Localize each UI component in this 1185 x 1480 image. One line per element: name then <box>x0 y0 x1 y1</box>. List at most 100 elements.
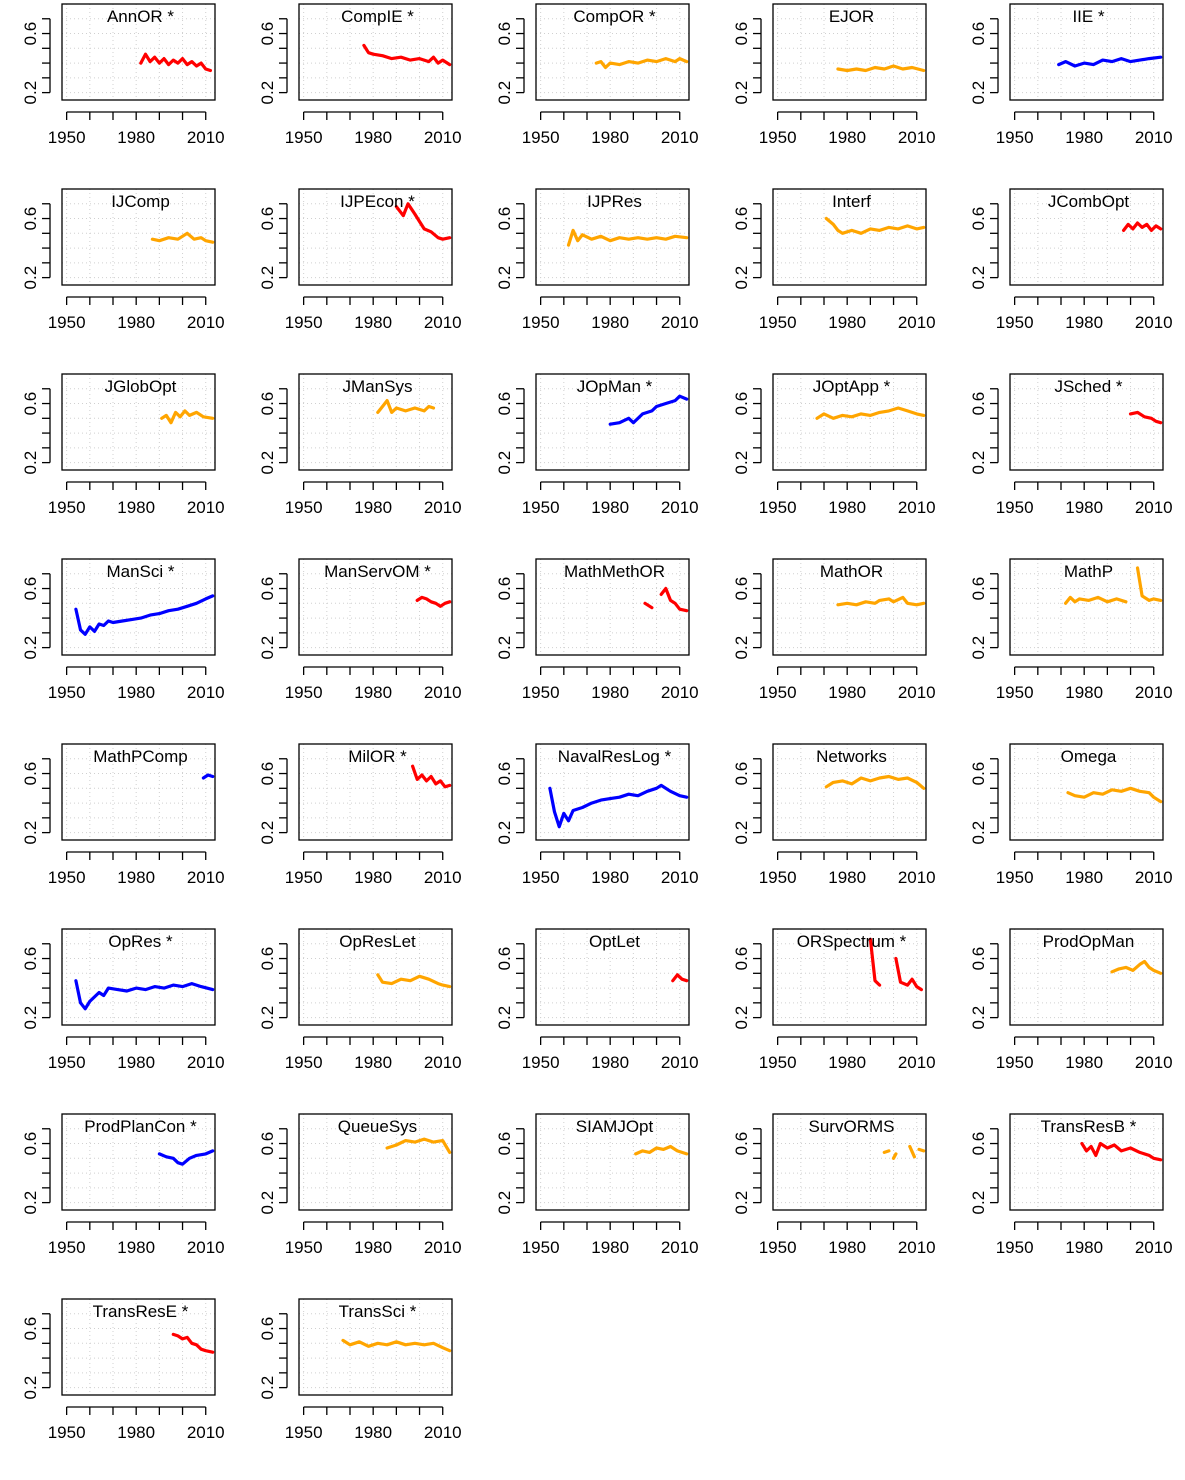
panel-plot: TransSci * 1950 1980 2010 0.2 0.6 <box>258 1298 462 1442</box>
y-tick-label: 0.6 <box>495 947 514 971</box>
panel-title: MathP <box>1064 562 1113 581</box>
series-line <box>1080 1141 1163 1162</box>
chart-panel: Interf 1950 1980 2010 0.2 0.6 <box>711 185 948 370</box>
panel-title: ProdOpMan <box>1043 932 1135 951</box>
x-tick-label: 2010 <box>661 313 699 332</box>
chart-panel: TransSci * 1950 1980 2010 0.2 0.6 <box>237 1295 474 1480</box>
series-line <box>1122 221 1163 233</box>
y-tick-label: 0.2 <box>495 266 514 290</box>
x-tick-label: 1980 <box>591 128 629 147</box>
panel-plot: OpResLet 1950 1980 2010 0.2 0.6 <box>258 928 462 1072</box>
series-line <box>201 773 215 780</box>
x-tick-label: 2010 <box>424 1423 462 1442</box>
plot-frame <box>61 928 216 1026</box>
y-tick-label: 0.2 <box>732 636 751 660</box>
plot-frame <box>61 558 216 656</box>
y-tick-label: 0.2 <box>258 451 277 475</box>
panel-plot: Networks 1950 1980 2010 0.2 0.6 <box>732 743 936 887</box>
x-tick-label: 1980 <box>1065 498 1103 517</box>
panel-title: SIAMJOpt <box>576 1117 654 1136</box>
x-tick-label: 1950 <box>48 683 86 702</box>
panel-title: ProdPlanCon * <box>84 1117 197 1136</box>
series-line <box>868 937 882 987</box>
chart-panel: Networks 1950 1980 2010 0.2 0.6 <box>711 740 948 925</box>
x-tick-label: 1950 <box>996 313 1034 332</box>
y-tick-label: 0.2 <box>969 1006 988 1030</box>
chart-panel: IJComp 1950 1980 2010 0.2 0.6 <box>0 185 237 370</box>
panel-plot: OpRes * 1950 1980 2010 0.2 0.6 <box>21 928 225 1072</box>
x-tick-label: 2010 <box>1135 498 1173 517</box>
panel-title: SurvORMS <box>809 1117 895 1136</box>
x-tick-label: 2010 <box>187 1053 225 1072</box>
plot-frame <box>61 1113 216 1211</box>
x-tick-label: 1950 <box>996 498 1034 517</box>
panel-title: TransResE * <box>93 1302 189 1321</box>
panel-plot: MilOR * 1950 1980 2010 0.2 0.6 <box>258 743 462 887</box>
x-tick-label: 1980 <box>354 1423 392 1442</box>
x-tick-label: 1980 <box>354 1053 392 1072</box>
y-tick-label: 0.6 <box>258 22 277 46</box>
y-tick-label: 0.6 <box>495 22 514 46</box>
x-tick-label: 1950 <box>285 1423 323 1442</box>
chart-panel: EJOR 1950 1980 2010 0.2 0.6 <box>711 0 948 185</box>
x-tick-label: 1950 <box>285 1053 323 1072</box>
series-line <box>150 231 215 244</box>
plot-frame <box>772 743 927 841</box>
x-tick-label: 1950 <box>759 313 797 332</box>
series-line <box>891 1152 898 1160</box>
x-tick-label: 1950 <box>285 498 323 517</box>
x-tick-label: 2010 <box>424 128 462 147</box>
x-tick-label: 2010 <box>661 1238 699 1257</box>
panel-plot: CompOR * 1950 1980 2010 0.2 0.6 <box>495 3 699 147</box>
y-tick-label: 0.2 <box>21 1191 40 1215</box>
y-tick-label: 0.2 <box>732 81 751 105</box>
plot-frame <box>298 3 453 101</box>
y-tick-label: 0.6 <box>258 1132 277 1156</box>
panel-plot: MathP 1950 1980 2010 0.2 0.6 <box>969 558 1173 702</box>
y-tick-label: 0.2 <box>732 266 751 290</box>
panel-plot: SurvORMS 1950 1980 2010 0.2 0.6 <box>732 1113 936 1257</box>
plot-frame <box>61 1298 216 1396</box>
x-tick-label: 1980 <box>354 683 392 702</box>
x-tick-label: 1950 <box>759 1053 797 1072</box>
x-tick-label: 1980 <box>828 498 866 517</box>
x-tick-label: 2010 <box>1135 313 1173 332</box>
y-tick-label: 0.6 <box>21 1132 40 1156</box>
chart-panel: JOptApp * 1950 1980 2010 0.2 0.6 <box>711 370 948 555</box>
plot-frame <box>535 928 690 1026</box>
y-tick-label: 0.6 <box>258 1317 277 1341</box>
y-tick-label: 0.2 <box>21 1006 40 1030</box>
chart-panel: MathP 1950 1980 2010 0.2 0.6 <box>948 555 1185 740</box>
x-tick-label: 1980 <box>1065 683 1103 702</box>
y-tick-label: 0.6 <box>21 392 40 416</box>
x-tick-label: 1980 <box>354 313 392 332</box>
chart-panel: JOpMan * 1950 1980 2010 0.2 0.6 <box>474 370 711 555</box>
x-tick-label: 2010 <box>424 1053 462 1072</box>
panel-title: Networks <box>816 747 887 766</box>
series-line <box>376 973 452 989</box>
x-tick-label: 1950 <box>996 128 1034 147</box>
y-tick-label: 0.2 <box>732 1006 751 1030</box>
panel-plot: NavalResLog * 1950 1980 2010 0.2 0.6 <box>495 743 699 887</box>
series-line <box>894 956 923 992</box>
x-tick-label: 1950 <box>522 498 560 517</box>
y-tick-label: 0.6 <box>258 392 277 416</box>
panel-title: IJPEcon * <box>340 192 415 211</box>
x-tick-label: 2010 <box>187 1423 225 1442</box>
panel-title: TransResB * <box>1041 1117 1137 1136</box>
panel-title: JGlobOpt <box>105 377 177 396</box>
x-tick-label: 2010 <box>1135 683 1173 702</box>
x-tick-label: 1980 <box>1065 868 1103 887</box>
chart-panel: ManSci * 1950 1980 2010 0.2 0.6 <box>0 555 237 740</box>
chart-panel: MathMethOR 1950 1980 2010 0.2 0.6 <box>474 555 711 740</box>
y-tick-label: 0.2 <box>495 1191 514 1215</box>
panel-title: EJOR <box>829 7 874 26</box>
x-tick-label: 1950 <box>996 1238 1034 1257</box>
series-line <box>594 56 689 70</box>
y-tick-label: 0.2 <box>21 821 40 845</box>
plot-frame <box>772 188 927 286</box>
x-tick-label: 1950 <box>996 1053 1034 1072</box>
panel-plot: AnnOR * 1950 1980 2010 0.2 0.6 <box>21 3 225 147</box>
x-tick-label: 1950 <box>522 1053 560 1072</box>
x-tick-label: 1950 <box>48 128 86 147</box>
